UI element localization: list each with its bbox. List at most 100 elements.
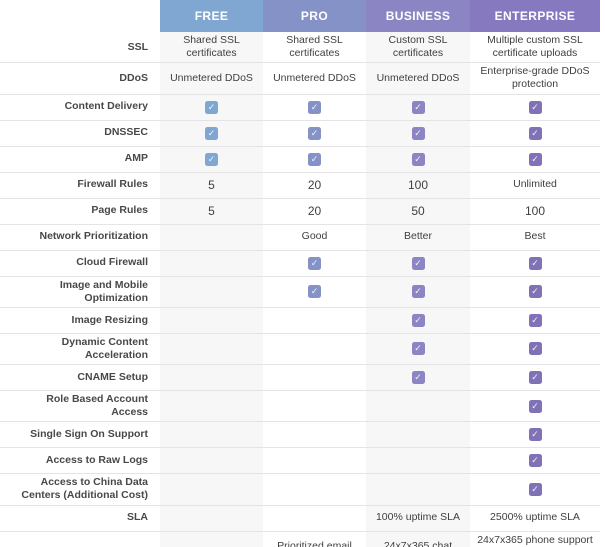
feature-cell-free: 5 [160, 172, 263, 198]
feature-cell-enterprise: Enterprise-grade DDoS protection [480, 65, 590, 91]
feature-cell-enterprise: 24x7x365 phone support w/ named solution… [477, 533, 593, 547]
checkmark-icon: ✓ [528, 152, 542, 166]
plan-header-business: BUSINESS [366, 0, 470, 32]
feature-label: DNSSEC [104, 126, 148, 139]
feature-cell-enterprise: ✓ [470, 121, 600, 146]
checkmark-icon: ✓ [411, 100, 425, 114]
feature-cell-business: Better [366, 224, 470, 250]
feature-cell-free [160, 307, 263, 333]
feature-cell-enterprise: ✓ [470, 334, 600, 364]
feature-cell-free: ✓ [160, 120, 263, 146]
feature-row: Single Sign On Support ✓ [0, 422, 600, 449]
feature-row: Firewall Rules 5 20 100 Unlimited [0, 172, 600, 199]
feature-row: Access to China Data Centers (Additional… [0, 474, 600, 506]
plan-header-row: FREE PRO BUSINESS ENTERPRISE [0, 0, 600, 32]
feature-cell-pro: ✓ [263, 121, 366, 146]
feature-row: DDoS Unmetered DDoS Unmetered DDoS Unmetere… [0, 63, 600, 95]
feature-cell-free: 5 [160, 198, 263, 224]
feature-cell-pro: ✓ [263, 251, 366, 276]
feature-row: Page Rules 5 20 50 100 [0, 198, 600, 225]
plan-header-free: FREE [160, 0, 263, 32]
feature-cell-business: 100% uptime SLA [366, 505, 470, 531]
feature-cell-pro: ✓ [263, 95, 366, 120]
checkmark-icon: ✓ [411, 126, 425, 140]
feature-cell-enterprise: ✓ [470, 147, 600, 172]
checkmark-icon: ✓ [528, 482, 542, 496]
feature-cell-enterprise: ✓ [470, 365, 600, 390]
feature-cell-free [160, 250, 263, 276]
feature-label: Network Prioritization [39, 230, 148, 243]
feature-cell-business [366, 391, 470, 422]
feature-row: CNAME Setup ✓ ✓ [0, 365, 600, 391]
feature-cell-business: 100 [366, 172, 470, 198]
header-spacer [0, 0, 160, 32]
feature-label: Image and Mobile Optimization [59, 278, 148, 304]
feature-cell-business: ✓ [366, 307, 470, 333]
feature-cell-enterprise: ✓ [470, 448, 600, 473]
checkmark-icon: ✓ [528, 126, 542, 140]
feature-cell-pro [263, 391, 366, 421]
feature-cell-business: Unmetered DDoS [366, 63, 470, 94]
feature-cell-enterprise: Multiple custom SSL certificate uploads [487, 34, 583, 60]
feature-cell-business: Custom SSL certificates [366, 32, 470, 63]
feature-label: Access to Raw Logs [45, 454, 148, 467]
feature-cell-enterprise: 100 [524, 203, 546, 218]
feature-row: SupportEmail only Prioritized email only 2… [0, 531, 600, 547]
feature-cell-free [160, 224, 263, 250]
feature-cell-pro [263, 506, 366, 531]
feature-cell-business: ✓ [366, 120, 470, 146]
checkmark-icon: ✓ [308, 152, 321, 166]
feature-cell-enterprise: ✓ [470, 422, 600, 447]
feature-cell-enterprise: ✓ [470, 277, 600, 307]
feature-cell-free [160, 365, 263, 390]
checkmark-icon: ✓ [411, 371, 425, 384]
checkmark-icon: ✓ [528, 313, 542, 327]
feature-rows: SSL Shared SSL certificates Shared SSL cer… [0, 32, 600, 547]
feature-cell-pro: 20 [307, 203, 322, 218]
checkmark-icon: ✓ [411, 285, 425, 299]
feature-cell-pro [263, 365, 366, 390]
feature-row: Role Based Account Access ✓ [0, 391, 600, 423]
feature-label: Page Rules [91, 204, 148, 217]
checkmark-icon: ✓ [308, 285, 321, 299]
feature-row: Dynamic Content Acceleration ✓ ✓ [0, 333, 600, 365]
feature-label: Access to China Data Centers (Additional… [21, 476, 148, 502]
checkmark-icon: ✓ [528, 454, 542, 468]
feature-cell-pro [263, 474, 366, 504]
feature-cell-free [160, 505, 263, 531]
checkmark-icon: ✓ [528, 256, 542, 270]
feature-label: Cloud Firewall [76, 256, 148, 269]
feature-cell-pro [263, 334, 366, 364]
feature-cell-pro [263, 422, 366, 447]
feature-label: Single Sign On Support [30, 428, 148, 441]
feature-row: SSL Shared SSL certificates Shared SSL cer… [0, 32, 600, 64]
checkmark-icon: ✓ [528, 342, 542, 356]
feature-label: Firewall Rules [77, 178, 148, 191]
feature-cell-free [160, 276, 263, 307]
feature-cell-business: 50 [366, 198, 470, 224]
feature-cell-business: ✓ [366, 365, 470, 390]
feature-cell-pro [263, 448, 366, 473]
feature-cell-pro: 20 [307, 177, 322, 192]
checkmark-icon: ✓ [205, 152, 218, 166]
feature-label: DDoS [119, 71, 148, 84]
feature-cell-enterprise: 2500% uptime SLA [490, 511, 580, 524]
checkmark-icon: ✓ [528, 371, 542, 384]
feature-cell-enterprise: Unlimited [513, 178, 557, 191]
checkmark-icon: ✓ [411, 152, 425, 166]
feature-cell-enterprise: ✓ [470, 391, 600, 421]
feature-row: AMP ✓ ✓ ✓ ✓ [0, 146, 600, 173]
feature-cell-pro: Shared SSL certificates [286, 34, 343, 60]
feature-cell-business: ✓ [366, 333, 470, 364]
feature-cell-business [366, 448, 470, 474]
feature-cell-enterprise: ✓ [470, 95, 600, 120]
feature-label: Image Resizing [71, 313, 148, 326]
feature-cell-free: ✓ [160, 146, 263, 172]
checkmark-icon: ✓ [308, 100, 321, 114]
feature-cell-business [366, 422, 470, 448]
feature-label: SSL [127, 40, 148, 53]
feature-cell-free [160, 448, 263, 474]
feature-cell-free [160, 474, 263, 505]
feature-row: Network Prioritization Good Better Best [0, 224, 600, 251]
